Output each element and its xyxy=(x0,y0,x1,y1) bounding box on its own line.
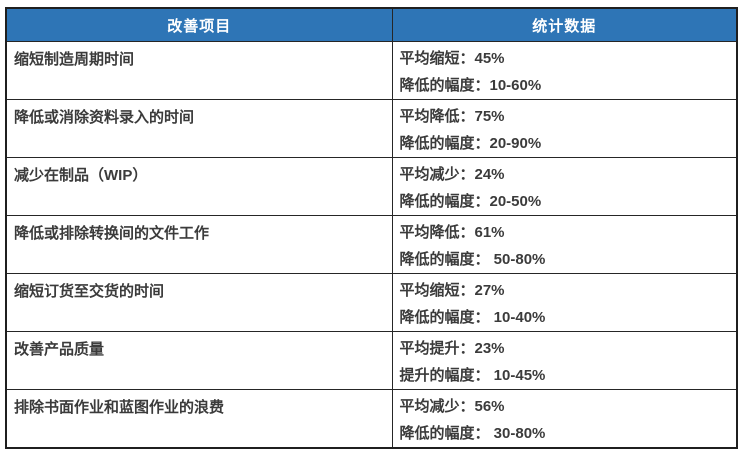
stat-line-average: 平均降低：75% xyxy=(399,108,505,125)
item-cell: 缩短制造周期时间 xyxy=(5,41,393,100)
improvement-stats-table-container: 改善项目 统计数据 缩短制造周期时间 平均缩短：45% 降低的幅度：10-60%… xyxy=(5,7,738,449)
stat-line-range: 降低的幅度：20-90% xyxy=(399,135,542,152)
table-row: 排除书面作业和蓝图作业的浪费 平均减少：56% 降低的幅度： 30-80% xyxy=(5,389,738,449)
item-cell: 降低或消除资料录入的时间 xyxy=(5,99,393,158)
stat-line-average: 平均缩短：45% xyxy=(399,50,505,67)
stats-cell: 平均提升：23% 提升的幅度： 10-45% xyxy=(391,331,738,390)
table-row: 降低或排除转换间的文件工作 平均降低：61% 降低的幅度： 50-80% xyxy=(5,215,738,274)
table-row: 改善产品质量 平均提升：23% 提升的幅度： 10-45% xyxy=(5,331,738,390)
table-row: 缩短制造周期时间 平均缩短：45% 降低的幅度：10-60% xyxy=(5,41,738,100)
column-header-improvement-item: 改善项目 xyxy=(5,7,393,42)
stats-cell: 平均缩短：45% 降低的幅度：10-60% xyxy=(391,41,738,100)
stat-line-average: 平均提升：23% xyxy=(399,340,505,357)
header-row: 改善项目 统计数据 xyxy=(5,7,738,42)
stats-cell: 平均降低：61% 降低的幅度： 50-80% xyxy=(391,215,738,274)
column-header-statistics: 统计数据 xyxy=(391,7,738,42)
stat-line-range: 降低的幅度：10-60% xyxy=(399,77,542,94)
stat-line-average: 平均减少：56% xyxy=(399,398,505,415)
item-cell: 缩短订货至交货的时间 xyxy=(5,273,393,332)
table-row: 降低或消除资料录入的时间 平均降低：75% 降低的幅度：20-90% xyxy=(5,99,738,158)
stats-cell: 平均减少：56% 降低的幅度： 30-80% xyxy=(391,389,738,449)
stats-cell: 平均缩短：27% 降低的幅度： 10-40% xyxy=(391,273,738,332)
stats-cell: 平均降低：75% 降低的幅度：20-90% xyxy=(391,99,738,158)
stats-cell: 平均减少：24% 降低的幅度：20-50% xyxy=(391,157,738,216)
stat-line-average: 平均降低：61% xyxy=(399,224,505,241)
item-cell: 排除书面作业和蓝图作业的浪费 xyxy=(5,389,393,449)
table-row: 缩短订货至交货的时间 平均缩短：27% 降低的幅度： 10-40% xyxy=(5,273,738,332)
stat-line-range: 降低的幅度： 30-80% xyxy=(399,425,546,442)
stat-line-average: 平均缩短：27% xyxy=(399,282,505,299)
table-row: 减少在制品（WIP） 平均减少：24% 降低的幅度：20-50% xyxy=(5,157,738,216)
item-cell: 减少在制品（WIP） xyxy=(5,157,393,216)
item-cell: 降低或排除转换间的文件工作 xyxy=(5,215,393,274)
improvement-stats-table: 改善项目 统计数据 缩短制造周期时间 平均缩短：45% 降低的幅度：10-60%… xyxy=(5,7,738,449)
stat-line-range: 降低的幅度： 10-40% xyxy=(399,309,546,326)
stat-line-range: 降低的幅度： 50-80% xyxy=(399,251,546,268)
stat-line-range: 提升的幅度： 10-45% xyxy=(399,367,546,384)
item-cell: 改善产品质量 xyxy=(5,331,393,390)
stat-line-average: 平均减少：24% xyxy=(399,166,505,183)
stat-line-range: 降低的幅度：20-50% xyxy=(399,193,542,210)
